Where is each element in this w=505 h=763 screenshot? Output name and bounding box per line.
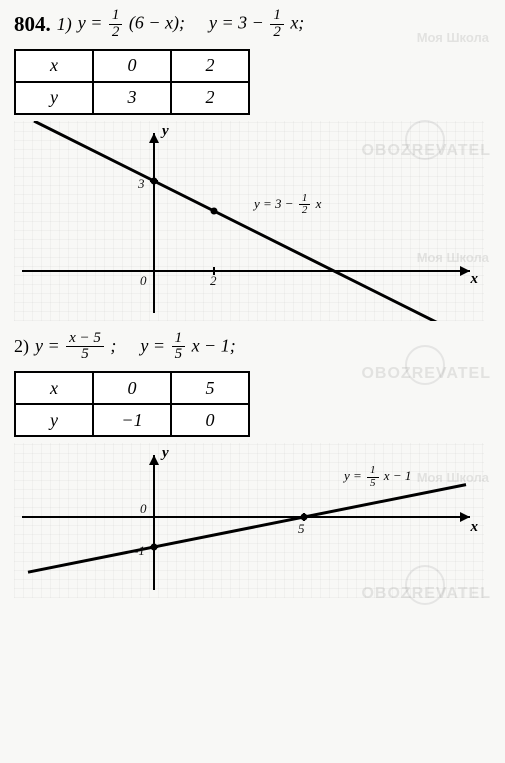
tick-y: -1 <box>134 543 145 559</box>
part2-eq1: y = x − 55 ; <box>35 331 116 364</box>
y-axis-label: y <box>162 123 169 140</box>
part2-label: 2) <box>14 336 29 357</box>
x-axis-label: x <box>471 519 479 536</box>
y-axis-label: y <box>162 445 169 462</box>
x-axis-label: x <box>471 271 479 288</box>
origin-label: 0 <box>140 501 147 517</box>
table-row: y 3 2 <box>15 82 249 114</box>
part2-header: 2) y = x − 55 ; y = 15 x − 1; <box>14 331 491 364</box>
problem-header: 804. 1) y = 12 (6 − x); y = 3 − 12 x; <box>14 8 491 41</box>
part1-eq2: y = 3 − 12 x; <box>209 8 304 41</box>
tick-y: 3 <box>138 176 145 192</box>
tick-x: 5 <box>298 521 305 537</box>
origin-label: 0 <box>140 273 147 289</box>
problem-number: 804. <box>14 12 51 37</box>
line-equation-label: y = 15 x − 1 <box>344 465 411 489</box>
part1-eq1: y = 12 (6 − x); <box>78 8 185 41</box>
part2-table: x 0 5 y −1 0 <box>14 371 250 437</box>
part2-chart: y x 0 5 -1 y = 15 x − 1 <box>14 443 484 598</box>
table-row: x 0 5 <box>15 372 249 404</box>
part1-label: 1) <box>57 14 72 35</box>
part2-eq2: y = 15 x − 1; <box>140 331 235 364</box>
tick-x: 2 <box>210 273 217 289</box>
table-row: x 0 2 <box>15 50 249 82</box>
table-row: y −1 0 <box>15 404 249 436</box>
part1-table: x 0 2 y 3 2 <box>14 49 250 115</box>
line-equation-label: y = 3 − 12 x <box>254 193 321 217</box>
part1-chart: y x 0 2 3 y = 3 − 12 x <box>14 121 484 321</box>
watermark-big: OBOZREVATEL <box>361 365 491 383</box>
